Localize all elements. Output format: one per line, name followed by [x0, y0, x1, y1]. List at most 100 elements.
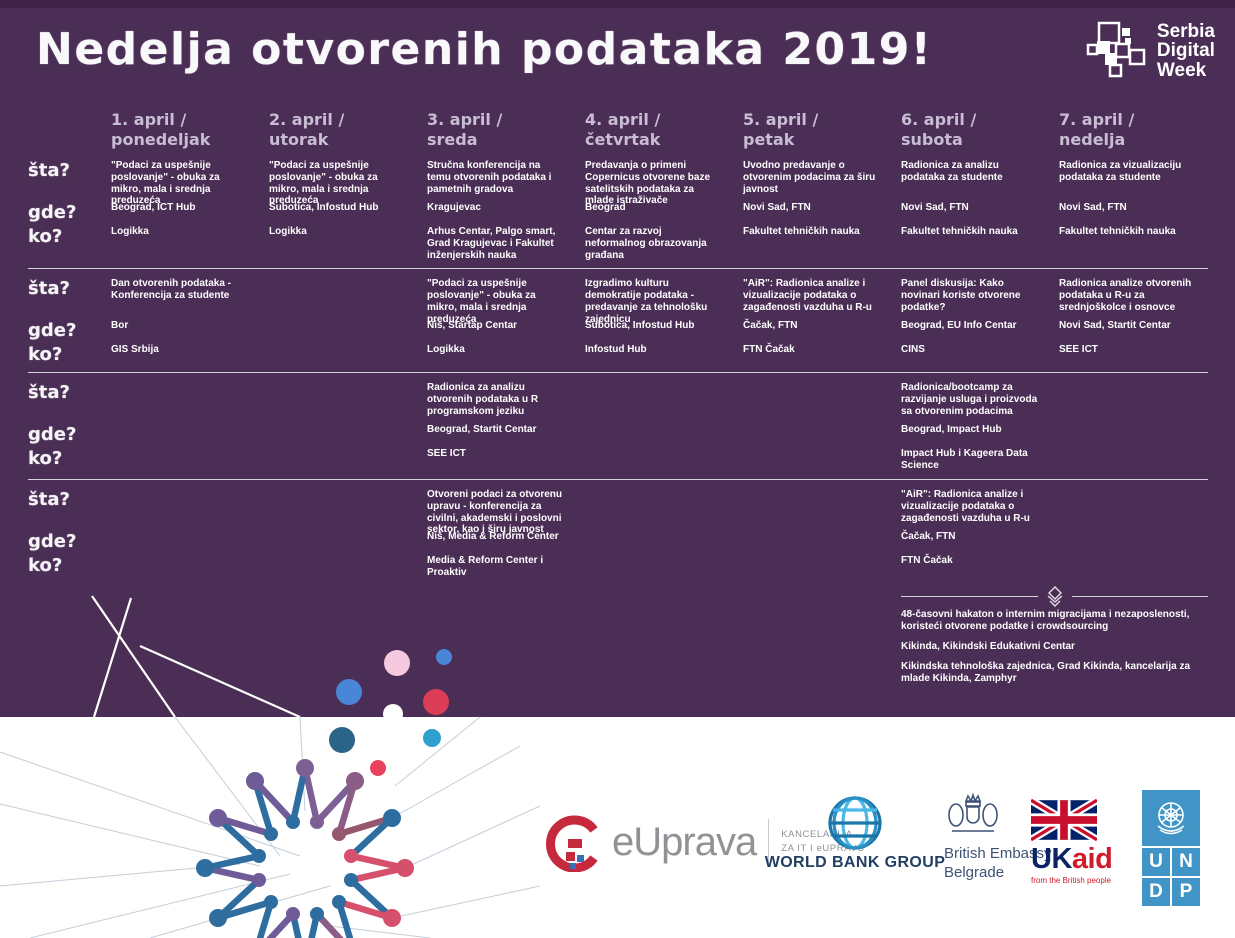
divider	[768, 819, 770, 865]
event-who: SEE ICT	[427, 448, 466, 460]
row-label-what: šta?	[28, 160, 70, 181]
event-where: Beograd, Impact Hub	[901, 424, 1002, 436]
schedule-group-2: šta? gde? ko? Dan otvorenih podataka - K…	[28, 278, 1208, 374]
union-jack-icon	[1031, 799, 1097, 841]
event-who: FTN Čačak	[743, 344, 795, 356]
event-where: Beograd, ICT Hub	[111, 202, 196, 213]
event-where: Novi Sad, FTN	[743, 202, 811, 213]
event-what: Radionica analize otvorenih podataka u R…	[1059, 278, 1192, 313]
row-label-where: gde?	[28, 530, 77, 552]
euprava-icon	[546, 815, 598, 872]
event-where: Niš, Media & Reform Center	[427, 530, 559, 542]
event-where: Čačak, FTN	[743, 320, 798, 332]
event-who: SEE ICT	[1059, 344, 1098, 356]
schedule-group-4: šta? gde? ko? Otvoreni podaci za otvoren…	[28, 489, 1208, 685]
event-what: Radionica za analizu podataka za student…	[901, 160, 1003, 183]
day-header-7: 7. april / nedelja	[1059, 110, 1135, 149]
row-label-who: ko?	[28, 226, 63, 247]
event-what: Radionica za vizualizaciju podataka za s…	[1059, 160, 1182, 183]
schedule-group-1: šta? gde? ko? "Podaci za uspešnije poslo…	[28, 160, 1208, 270]
event-where: Čačak, FTN	[901, 530, 956, 542]
event-where: Bor	[111, 320, 129, 332]
day-header-2: 2. april / utorak	[269, 110, 345, 149]
event-who: Fakultet tehničkih nauka	[901, 226, 1018, 237]
world-bank-wordmark: WORLD BANK GROUP	[764, 854, 946, 871]
event-where: Beograd	[585, 202, 626, 213]
day-header-3: 3. april / sreda	[427, 110, 503, 149]
row-label-where: gde?	[28, 320, 77, 342]
event-what: Dan otvorenih podataka - Konferencija za…	[111, 278, 232, 302]
hackathon-who: Kikindska tehnološka zajednica, Grad Kik…	[901, 660, 1190, 684]
event-what: "Podaci za uspešnije poslovanje" - obuka…	[269, 160, 378, 207]
event-what: Panel diskusija: Kako novinari koriste o…	[901, 278, 1021, 313]
world-bank-logo: WORLD BANK GROUP	[765, 794, 945, 872]
event-what: Radionica/bootcamp za razvijanje usluga …	[901, 382, 1038, 417]
day-header-1: 1. april / ponedeljak	[111, 110, 211, 149]
serbia-digital-week-logo: Serbia Digital Week	[1085, 20, 1215, 82]
royal-crest-icon	[948, 793, 998, 832]
event-who: Media & Reform Center i Proaktiv	[427, 554, 544, 578]
network-decoration	[0, 595, 540, 938]
event-who: Arhus Centar, Palgo smart, Grad Kragujev…	[427, 226, 556, 261]
event-who: Logikka	[269, 226, 307, 237]
event-what: Radionica za analizu otvorenih podataka …	[427, 382, 539, 417]
event-what: "AiR": Radionica analize i vizualizacije…	[901, 488, 1030, 524]
hackathon-separator	[901, 585, 1208, 609]
event-where: Kragujevac	[427, 202, 481, 213]
event-who: FTN Čačak	[901, 554, 953, 566]
un-emblem-icon	[1142, 790, 1200, 846]
day-header-5: 5. april / petak	[743, 110, 819, 149]
undp-logo: U N D P	[1142, 790, 1200, 906]
row-label-where: gde?	[28, 424, 77, 446]
event-who: Centar za razvoj neformalnog obrazovanja…	[585, 226, 707, 261]
event-what: Stručna konferencija na temu otvorenih p…	[427, 160, 552, 195]
event-what: Uvodno predavanje o otvorenim podacima z…	[743, 160, 876, 195]
euprava-logo: eUprava KANCELARIJA ZA IT I eUPRAVU	[546, 812, 865, 872]
event-what: "AiR": Radionica analize i vizualizacije…	[743, 278, 872, 313]
british-embassy-logo: British Embassy Belgrade	[944, 793, 1052, 883]
euprava-subtitle: KANCELARIJA ZA IT I eUPRAVU	[781, 828, 865, 854]
schedule-table: 1. april / ponedeljak 2. april / utorak 3.…	[28, 110, 1208, 685]
diamond-ornament-icon	[1047, 585, 1062, 607]
event-what: Izgradimo kulturu demokratije podataka -…	[585, 278, 708, 325]
row-label-where: gde?	[28, 202, 77, 223]
row-label-who: ko?	[28, 554, 63, 576]
row-label-what: šta?	[28, 278, 70, 300]
event-what: Otvoreni podaci za otvorenu upravu - kon…	[427, 488, 563, 536]
event-who: Fakultet tehničkih nauka	[1059, 226, 1176, 237]
day-header-row: 1. april / ponedeljak 2. april / utorak 3.…	[28, 110, 1208, 150]
event-who: CINS	[901, 344, 925, 356]
row-label-what: šta?	[28, 382, 70, 404]
ukaid-logo: UKaid from the British people	[1031, 799, 1113, 885]
event-where: Niš, Startap Centar	[427, 320, 518, 332]
event-who: Infostud Hub	[585, 344, 647, 356]
day-header-6: 6. april / subota	[901, 110, 977, 149]
row-label-who: ko?	[28, 344, 63, 366]
serbia-digital-week-wordmark: Serbia Digital Week	[1156, 20, 1215, 81]
row-label-what: šta?	[28, 488, 70, 510]
event-where: Beograd, EU Info Centar	[901, 320, 1017, 332]
event-what: Predavanja o primeni Copernicus otvorene…	[585, 160, 711, 207]
event-what: "Podaci za uspešnije poslovanje" - obuka…	[111, 160, 220, 207]
page-title: Nedelja otvorenih podataka 2019!	[36, 24, 933, 75]
event-who: Fakultet tehničkih nauka	[743, 226, 860, 237]
hackathon-what: 48-časovni hakaton o internim migracijam…	[901, 608, 1190, 632]
event-where: Novi Sad, FTN	[1059, 202, 1127, 213]
day-header-4: 4. april / četvrtak	[585, 110, 661, 149]
event-who: Logikka	[427, 344, 465, 356]
event-who: Impact Hub i Kageera Data Science	[901, 448, 1028, 472]
euprava-wordmark: eUprava	[612, 819, 757, 864]
event-where: Subotica, Infostud Hub	[269, 202, 379, 213]
ukaid-tagline: from the British people	[1031, 876, 1112, 885]
embassy-text: British Embassy Belgrade	[944, 845, 1052, 881]
event-what: "Podaci za uspešnije poslovanje" - obuka…	[427, 278, 536, 325]
undp-letters: U N D P	[1142, 848, 1200, 906]
ukaid-wordmark: UKaid	[1031, 843, 1113, 875]
row-label-who: ko?	[28, 448, 63, 470]
hackathon-where: Kikinda, Kikindski Edukativni Centar	[901, 640, 1075, 652]
event-who: GIS Srbija	[111, 344, 159, 356]
event-where: Subotica, Infostud Hub	[585, 320, 695, 332]
event-where: Beograd, Startit Centar	[427, 424, 537, 436]
globe-icon	[828, 796, 882, 850]
